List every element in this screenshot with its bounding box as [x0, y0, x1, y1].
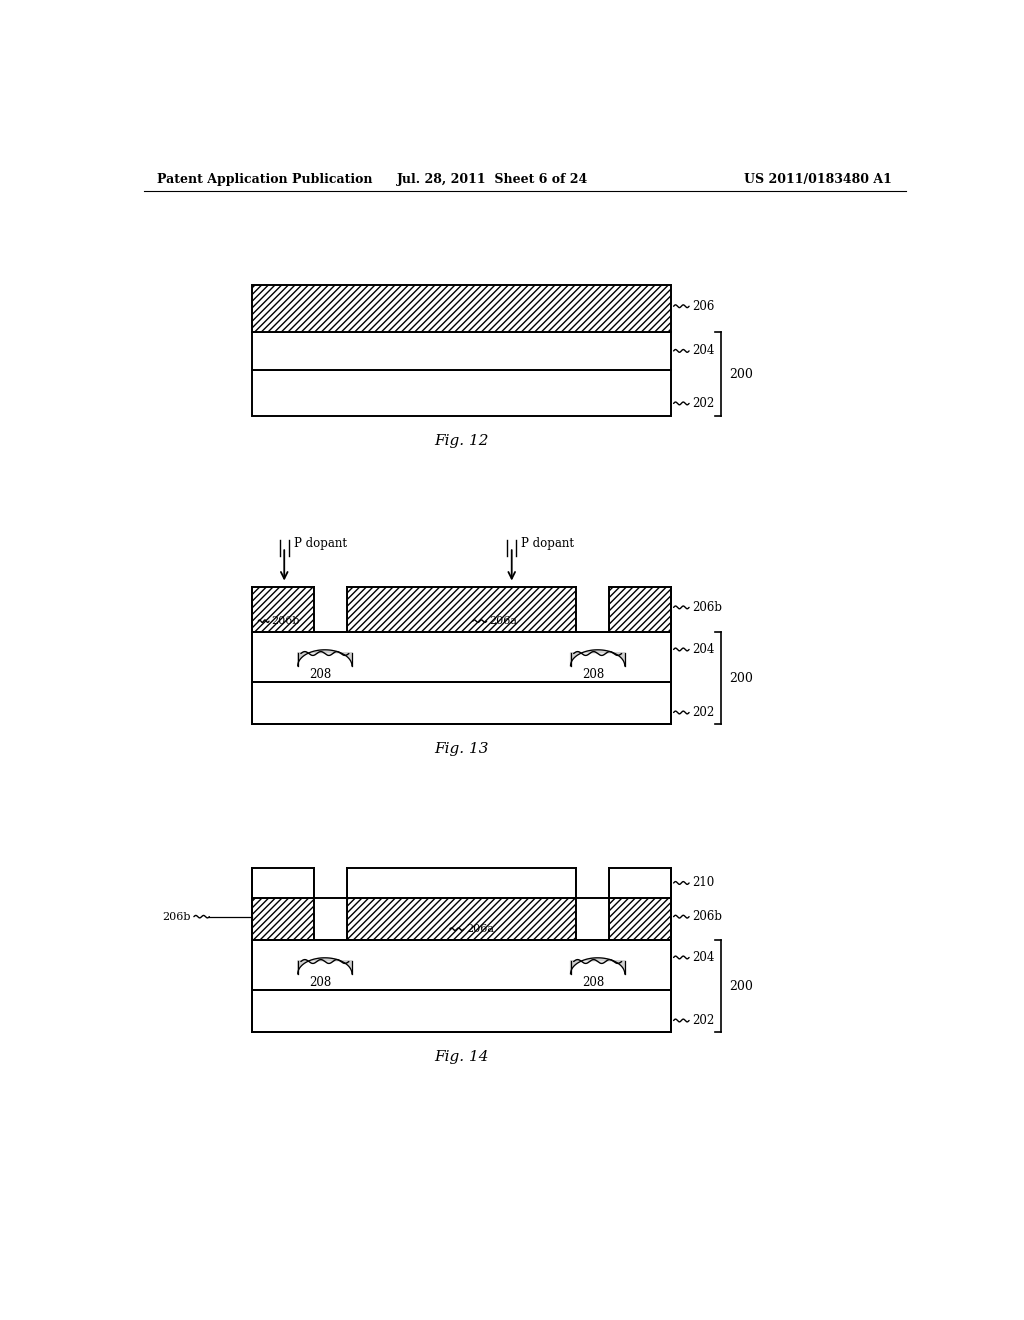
Text: 206: 206	[692, 300, 715, 313]
Text: 206b: 206b	[271, 616, 300, 626]
Polygon shape	[298, 649, 352, 665]
Bar	[575, 587, 608, 632]
Text: 200: 200	[729, 367, 754, 380]
Text: 208: 208	[309, 668, 332, 681]
Text: Fig. 13: Fig. 13	[434, 742, 488, 756]
Bar	[252, 869, 314, 898]
Text: 204: 204	[692, 643, 715, 656]
Text: 206b: 206b	[692, 911, 722, 923]
Bar	[252, 940, 671, 990]
Bar	[252, 587, 314, 632]
Polygon shape	[570, 649, 625, 665]
Text: 206a: 206a	[466, 924, 494, 935]
Bar	[252, 632, 671, 682]
Bar	[314, 869, 346, 940]
Text: 208: 208	[583, 975, 604, 989]
Text: Patent Application Publication: Patent Application Publication	[158, 173, 373, 186]
Bar	[346, 898, 575, 940]
Text: P dopant: P dopant	[294, 537, 346, 550]
Text: Fig. 14: Fig. 14	[434, 1049, 488, 1064]
Text: 204: 204	[692, 950, 715, 964]
Text: 202: 202	[692, 397, 715, 411]
Text: Jul. 28, 2011  Sheet 6 of 24: Jul. 28, 2011 Sheet 6 of 24	[396, 173, 588, 186]
Bar	[346, 869, 575, 898]
Text: 210: 210	[692, 876, 715, 890]
Bar	[252, 898, 314, 940]
Text: 204: 204	[692, 345, 715, 358]
Text: 200: 200	[729, 672, 754, 685]
Bar	[252, 682, 671, 725]
Text: 202: 202	[692, 1014, 715, 1027]
Bar	[346, 587, 575, 632]
Text: 202: 202	[692, 706, 715, 719]
Bar	[608, 869, 671, 898]
Text: 206b: 206b	[692, 601, 722, 614]
Bar	[252, 370, 671, 416]
Text: P dopant: P dopant	[521, 537, 574, 550]
Text: US 2011/0183480 A1: US 2011/0183480 A1	[744, 173, 892, 186]
Bar	[252, 331, 671, 370]
Text: Fig. 12: Fig. 12	[434, 434, 488, 447]
Polygon shape	[570, 958, 625, 974]
Text: 208: 208	[309, 975, 332, 989]
Bar	[575, 869, 608, 940]
Text: 208: 208	[583, 668, 604, 681]
Bar	[252, 285, 671, 331]
Text: 200: 200	[729, 979, 754, 993]
Text: 206b: 206b	[162, 912, 190, 921]
Bar	[608, 587, 671, 632]
Bar	[252, 990, 671, 1032]
Polygon shape	[298, 958, 352, 974]
Bar	[608, 898, 671, 940]
Bar	[314, 587, 346, 632]
Text: 206a: 206a	[489, 616, 517, 626]
